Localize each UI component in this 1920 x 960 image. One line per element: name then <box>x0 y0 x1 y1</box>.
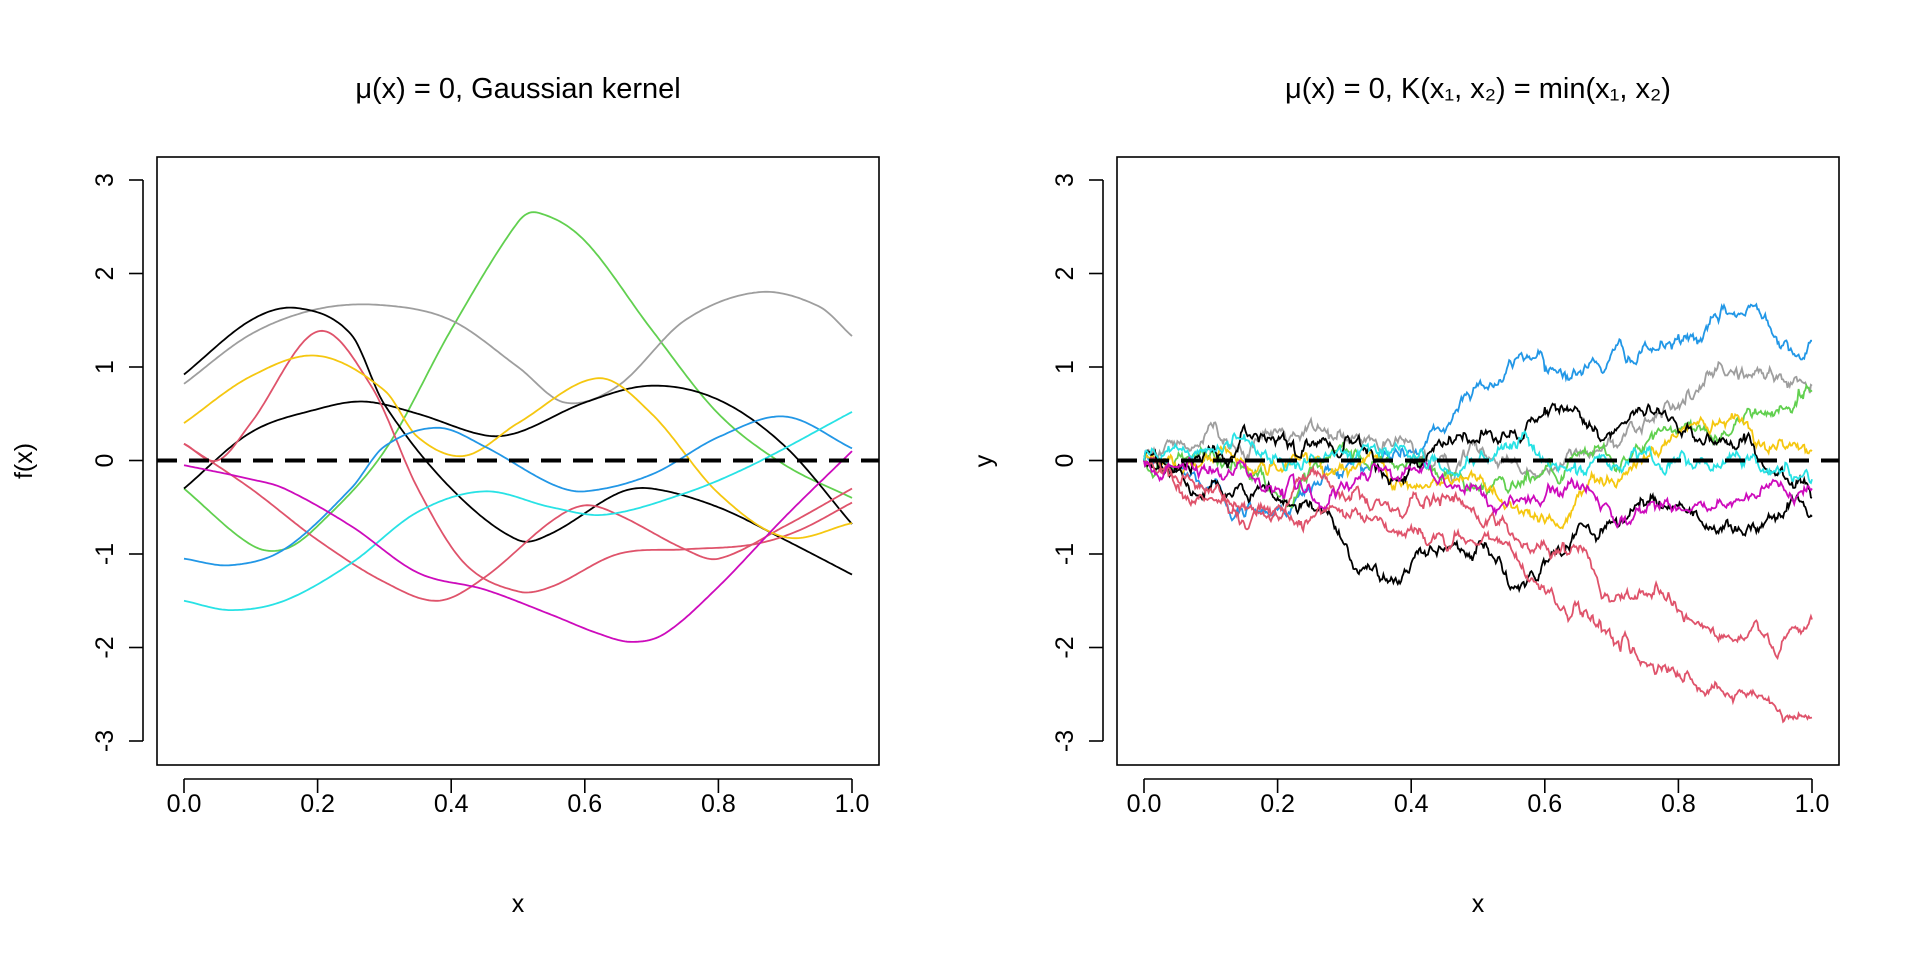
x-tick-label: 0.8 <box>1661 790 1696 818</box>
x-tick-label: 0.4 <box>434 790 469 818</box>
x-tick-label: 0.2 <box>1260 790 1295 818</box>
x-axis-label: x <box>512 890 525 918</box>
series-line-magenta <box>183 450 853 643</box>
x-tick-label: 0.0 <box>167 790 202 818</box>
y-tick-label: 2 <box>1051 267 1079 281</box>
plot-frame <box>156 156 880 766</box>
series-line-blue <box>183 415 853 567</box>
y-tick-label: 0 <box>1051 454 1079 468</box>
series-line-gray <box>183 290 853 405</box>
y-tick-label: 1 <box>91 360 119 374</box>
series-line-black-2 <box>183 384 853 525</box>
series-group <box>1143 302 1813 724</box>
series-line-red-1 <box>183 329 853 594</box>
series-line-black-1 <box>183 306 853 576</box>
chart-title: μ(x) = 0, Gaussian kernel <box>355 73 680 105</box>
y-tick-label: 0 <box>91 454 119 468</box>
y-tick-label: 1 <box>1051 360 1079 374</box>
series-line-yellow <box>1143 412 1813 530</box>
chart-title: μ(x) = 0, K(x₁, x₂) = min(x₁, x₂) <box>1285 73 1671 105</box>
series-line-gray <box>1143 360 1813 484</box>
x-tick-label: 1.0 <box>835 790 870 818</box>
y-tick-label: 3 <box>91 173 119 187</box>
plot-frame <box>1116 156 1840 766</box>
x-tick-label: 0.2 <box>300 790 335 818</box>
series-line-yellow <box>183 354 853 540</box>
series-line-red-2 <box>1143 460 1813 724</box>
series-line-blue <box>1143 302 1813 522</box>
y-tick-label: -3 <box>91 730 119 752</box>
y-axis-label: y <box>970 454 998 467</box>
y-tick-label: -2 <box>91 636 119 658</box>
x-tick-label: 0.4 <box>1394 790 1429 818</box>
y-tick-label: 2 <box>91 267 119 281</box>
series-line-magenta <box>1143 455 1813 529</box>
series-line-red-2 <box>183 442 853 602</box>
panel-1: μ(x) = 0, Gaussian kernel 0.0 0.2 0.4 0.6 0.8… <box>10 73 880 918</box>
series-group <box>183 211 853 643</box>
series-line-cyan <box>183 411 853 611</box>
series-line-black-2 <box>1143 448 1813 594</box>
series-line-black-1 <box>1143 402 1813 499</box>
x-tick-label: 0.8 <box>701 790 736 818</box>
panel-2: μ(x) = 0, K(x₁, x₂) = min(x₁, x₂) 0.0 0.2 0… <box>970 73 1840 918</box>
y-tick-label: -1 <box>91 543 119 565</box>
x-tick-label: 0.6 <box>1527 790 1562 818</box>
y-tick-label: 3 <box>1051 173 1079 187</box>
y-tick-label: -3 <box>1051 730 1079 752</box>
series-line-green <box>183 211 853 552</box>
x-tick-label: 0.0 <box>1127 790 1162 818</box>
x-tick-label: 0.6 <box>567 790 602 818</box>
y-axis-label: f(x) <box>10 443 38 479</box>
x-tick-label: 1.0 <box>1795 790 1830 818</box>
x-axis-label: x <box>1472 890 1485 918</box>
y-tick-label: -2 <box>1051 636 1079 658</box>
y-tick-label: -1 <box>1051 543 1079 565</box>
